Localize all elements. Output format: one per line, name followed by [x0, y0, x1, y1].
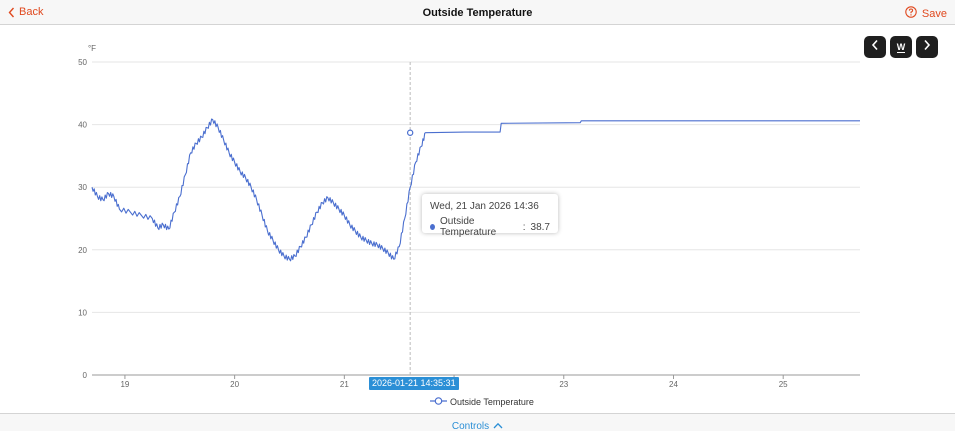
- y-tick-label: 40: [78, 121, 87, 130]
- x-tick-label: 23: [559, 380, 568, 389]
- y-tick-label: 30: [78, 183, 87, 192]
- x-tick-label: 24: [669, 380, 678, 389]
- chevron-left-icon: [871, 38, 879, 56]
- y-tick-label: 10: [78, 308, 87, 317]
- back-label: Back: [19, 6, 44, 18]
- chevron-up-icon: [493, 421, 503, 432]
- bottom-bar: Controls: [0, 413, 955, 432]
- axis-pointer-label: 2026-01-21 14:35:31: [369, 377, 459, 390]
- period-label: W: [896, 41, 906, 53]
- save-label: Save: [921, 7, 947, 20]
- x-tick-label: 21: [340, 380, 349, 389]
- tooltip-series-name: Outside Temperature: [440, 216, 497, 238]
- previous-period-button[interactable]: [864, 36, 886, 58]
- y-tick-label: 20: [78, 246, 87, 255]
- chevron-right-icon: [923, 38, 931, 56]
- next-period-button[interactable]: [916, 36, 938, 58]
- legend-label: Outside Temperature: [450, 397, 534, 407]
- series-line: [91, 118, 860, 262]
- x-tick-label: 19: [120, 380, 129, 389]
- range-navigation: W: [864, 36, 938, 58]
- y-tick-label: 50: [78, 58, 87, 67]
- controls-label: Controls: [451, 421, 490, 432]
- x-tick-label: 25: [779, 380, 788, 389]
- y-axis-unit-label: °F: [88, 44, 96, 53]
- controls-toggle-button[interactable]: Controls: [0, 421, 955, 432]
- chart-tooltip: Wed, 21 Jan 2026 14:36 Outside Temperatu…: [422, 194, 558, 238]
- series-color-dot: [430, 224, 435, 230]
- tooltip-value: 38.7: [530, 221, 550, 233]
- page-title: Outside Temperature: [422, 7, 533, 19]
- chevron-left-icon: [8, 7, 15, 18]
- period-week-button[interactable]: W: [890, 36, 912, 58]
- x-tick-label: 20: [230, 380, 239, 389]
- back-button[interactable]: Back: [8, 6, 43, 18]
- tooltip-date: Wed, 21 Jan 2026 14:36: [430, 201, 539, 212]
- tooltip-series-row: Outside Temperature: 38.7: [430, 216, 550, 238]
- highlight-point: [406, 129, 414, 136]
- chart-legend[interactable]: Outside Temperature: [430, 397, 534, 407]
- top-bar: Back Outside Temperature Save: [0, 0, 955, 25]
- help-circle-icon: [905, 6, 917, 21]
- save-button[interactable]: Save: [905, 6, 947, 21]
- y-tick-label: 0: [83, 371, 88, 380]
- legend-line-circle-icon: [430, 397, 447, 407]
